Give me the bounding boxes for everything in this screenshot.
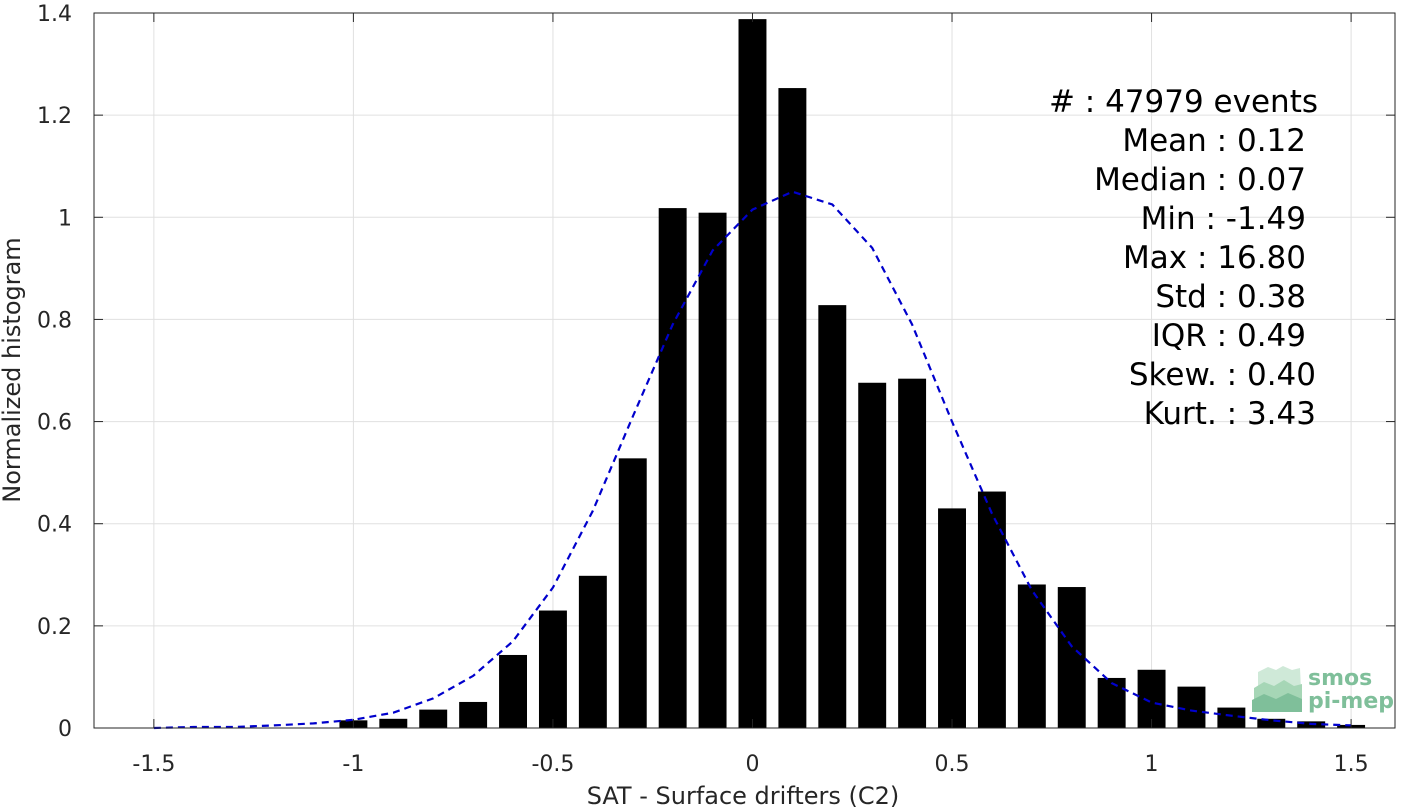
y-tick-label: 1 (58, 206, 72, 231)
y-tick-label: 0.6 (37, 411, 72, 436)
x-tick-label: 1 (1145, 752, 1159, 777)
histogram-bar (459, 701, 488, 728)
histogram-bar (1217, 707, 1246, 728)
histogram-bar (698, 212, 727, 729)
y-axis-label: Normalized histogram (0, 237, 26, 502)
histogram-bar (1137, 669, 1166, 728)
stat-line: Max : 16.80 (1123, 240, 1306, 276)
histogram-bar (578, 575, 607, 728)
histogram-bar (858, 382, 887, 728)
wave-logo-icon (1252, 666, 1302, 712)
logo-text-smos: smos (1308, 666, 1372, 691)
x-tick-labels: -1.5 -1 -0.5 0 0.5 1 1.5 (132, 752, 1368, 777)
histogram-bar (658, 208, 687, 729)
histogram-bar (499, 654, 528, 728)
histogram-bar (379, 718, 408, 728)
y-tick-label: 0.8 (37, 308, 72, 333)
smos-pimep-logo: smos pi-mep (1252, 666, 1394, 714)
plot-frame (93, 12, 1396, 729)
x-tick-label: -1 (342, 752, 364, 777)
y-tick-label: 1.4 (37, 2, 72, 27)
stat-line: Min : -1.49 (1141, 201, 1306, 237)
histogram-bar (898, 378, 927, 728)
stat-line: Std : 0.38 (1155, 279, 1306, 315)
y-tick-label: 0.4 (37, 513, 72, 538)
histogram-bar (778, 88, 807, 728)
x-tick-label: 0 (745, 752, 759, 777)
stat-line: IQR : 0.49 (1152, 318, 1306, 354)
y-tick-label: 0.2 (37, 615, 72, 640)
stat-line: # : 47979 events (1049, 84, 1318, 120)
histogram-bar (938, 508, 966, 728)
histogram-bar (618, 458, 647, 728)
histogram-bar (1057, 587, 1086, 728)
histogram-bar (538, 610, 567, 728)
stat-line: Median : 0.07 (1094, 162, 1306, 198)
y-tick-labels: 0 0.2 0.4 0.6 0.8 1 1.2 1.4 (37, 2, 72, 742)
stat-line: Skew. : 0.40 (1129, 357, 1316, 393)
histogram-bar (419, 709, 448, 728)
x-tick-label: 1.5 (1334, 752, 1369, 777)
y-tick-label: 1.2 (37, 104, 72, 129)
histogram-bar (818, 305, 847, 728)
y-tick-label: 0 (58, 717, 72, 742)
histogram-bar (977, 491, 1006, 728)
logo-text-pimep: pi-mep (1308, 689, 1394, 714)
x-axis-label: SAT - Surface drifters (C2) (587, 782, 900, 809)
axis-ticks (94, 12, 1395, 729)
stat-line: Kurt. : 3.43 (1144, 396, 1316, 432)
histogram-bar (738, 19, 767, 729)
histogram-bar (1017, 584, 1046, 728)
histogram-bar (1097, 677, 1126, 728)
normal-fit-curve (153, 190, 1352, 730)
histogram-bars (339, 19, 1366, 729)
x-tick-label: -1.5 (132, 752, 175, 777)
histogram-bar (1257, 718, 1286, 728)
x-tick-label: 0.5 (935, 752, 970, 777)
histogram-bar (1177, 686, 1206, 728)
stat-line: Mean : 0.12 (1122, 123, 1306, 159)
x-tick-label: -0.5 (531, 752, 574, 777)
